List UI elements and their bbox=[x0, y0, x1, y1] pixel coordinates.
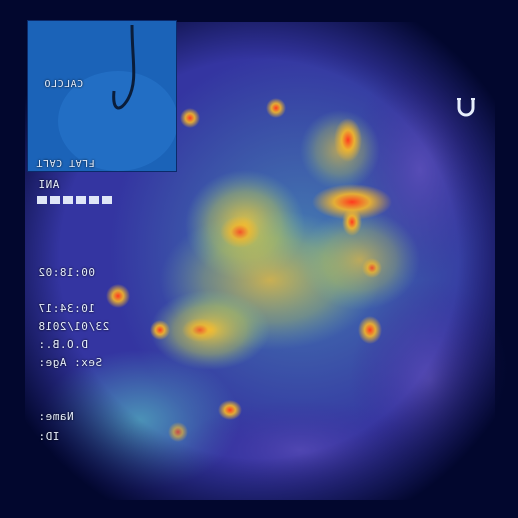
id-label: ID: bbox=[38, 430, 60, 443]
inset-view: CALCLO FLAT CALT bbox=[27, 20, 177, 172]
magnet-icon bbox=[457, 98, 475, 117]
inset-label-top: CALCLO bbox=[44, 79, 84, 90]
time-readout: 00:18:02 bbox=[38, 266, 95, 279]
date-readout: 23/01/2018 bbox=[38, 320, 110, 333]
guidewire-icon bbox=[28, 21, 176, 171]
label-in: ANI bbox=[38, 178, 60, 191]
inset-label-bottom: FLAT CALT bbox=[36, 157, 95, 168]
sex-age-label: Sex: Age: bbox=[38, 356, 103, 369]
indicator-bars bbox=[37, 196, 112, 204]
clock-readout: 10:34:17 bbox=[38, 302, 95, 315]
name-label: Name: bbox=[38, 410, 74, 423]
dob-label: D.O.B.: bbox=[38, 338, 88, 351]
